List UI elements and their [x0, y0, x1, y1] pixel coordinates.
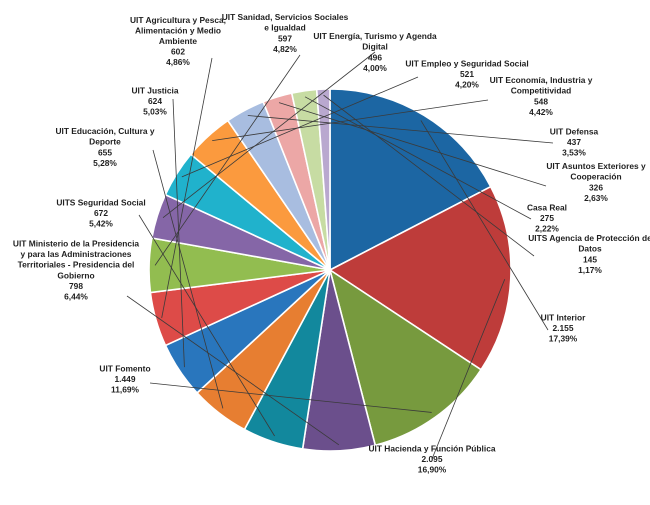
slice-name: UITS Agencia de Protección de [528, 233, 650, 243]
slice-percent: 4,00% [363, 63, 387, 73]
leader-line [278, 102, 547, 187]
leader-line [152, 149, 224, 409]
slice-percent: 4,20% [455, 80, 479, 90]
leader-line [420, 120, 549, 331]
slice-name: Deporte [89, 137, 121, 147]
slice-percent: 16,90% [418, 465, 447, 475]
pie-slice-uit-fomento [328, 268, 483, 447]
slice-percent: 2,63% [584, 193, 608, 203]
slice-percent: 1,17% [578, 265, 602, 275]
slice-label: UITS Agencia de Protección de Datos 145 1,1… [528, 233, 650, 275]
leader-line [247, 115, 554, 144]
slice-label: UIT Asuntos Exteriores y Cooperación 326 2,… [546, 161, 646, 203]
slice-value: 326 [589, 182, 603, 192]
slice-label: UIT Economía, Industria y Competitividad 5… [490, 75, 593, 117]
slice-name: Cooperación [570, 172, 621, 182]
pie-slices [148, 88, 512, 452]
pie-slice-uit-interior [329, 88, 492, 272]
leader-line [181, 76, 419, 178]
slice-value: 437 [567, 137, 581, 147]
slice-name: Competitividad [511, 86, 572, 96]
slice-label: UIT Interior 2.155 17,39% [541, 312, 586, 343]
slice-percent: 2,22% [535, 224, 559, 234]
slice-percent: 4,82% [273, 44, 297, 54]
slice-label: UIT Justicia 624 5,03% [131, 85, 178, 116]
slice-label: UIT Energía, Turismo y Agenda Digital 496 4… [313, 31, 437, 73]
slice-value: 672 [94, 208, 108, 218]
leader-lines [126, 51, 554, 460]
slice-value: 602 [171, 47, 185, 57]
leader-line [138, 214, 275, 437]
slice-label: Casa Real 275 2,22% [527, 202, 567, 233]
slice-value: 597 [278, 33, 292, 43]
leader-line [161, 57, 213, 319]
slice-label: UIT Hacienda y Función Pública 2.095 16,90… [368, 443, 495, 474]
slice-label: UIT Sanidad, Servicios Sociales e Igualda… [222, 12, 349, 54]
slice-name: UIT Interior [541, 312, 586, 322]
slice-name: UIT Asuntos Exteriores y [546, 161, 646, 171]
slice-name: UIT Fomento [99, 363, 150, 373]
leader-line [154, 54, 301, 266]
leader-line [162, 51, 376, 219]
slice-label: UITS Seguridad Social 672 5,42% [56, 197, 145, 228]
slice-value: 1.449 [115, 374, 136, 384]
slice-value: 624 [148, 96, 162, 106]
slice-value: 798 [69, 281, 83, 291]
slice-name: UIT Economía, Industria y [490, 75, 593, 85]
slice-value: 145 [583, 254, 597, 264]
slice-name: e Igualdad [264, 23, 305, 33]
slice-name: UIT Agricultura y Pesca, [130, 15, 226, 25]
slice-label: UIT Fomento 1.449 11,69% [99, 363, 150, 394]
slice-label: UIT Agricultura y Pesca, Alimentación y M… [130, 15, 226, 67]
slice-percent: 5,28% [93, 158, 117, 168]
slice-name: Digital [362, 42, 388, 52]
leader-line [304, 96, 532, 220]
slice-value: 275 [540, 213, 554, 223]
slice-label: UIT Ministerio de la Presidencia y para l… [13, 239, 139, 302]
slice-name: Casa Real [527, 202, 567, 212]
pie-slice-uits-agencia-de-proteccion-de-datos [315, 88, 331, 271]
slice-percent: 4,86% [166, 57, 190, 67]
slice-name: UIT Educación, Cultura y [55, 126, 154, 136]
slice-name: y para las Administraciones [21, 249, 132, 259]
slice-name: UIT Ministerio de la Presidencia [13, 239, 139, 249]
leader-line [431, 279, 506, 460]
slice-name: UIT Empleo y Seguridad Social [405, 58, 528, 68]
slice-percent: 17,39% [549, 334, 578, 344]
slice-value: 2.095 [422, 454, 443, 464]
pie-slice-uit-hacienda-y-funcion-publica [328, 185, 512, 371]
slice-value: 548 [534, 96, 548, 106]
slice-name: UITS Seguridad Social [56, 197, 145, 207]
slice-value: 2.155 [553, 323, 574, 333]
slice-name: UIT Hacienda y Función Pública [368, 443, 495, 453]
slice-name: Datos [578, 244, 602, 254]
slice-percent: 4,42% [529, 107, 553, 117]
slice-value: 521 [460, 69, 474, 79]
slice-percent: 11,69% [111, 385, 139, 395]
slice-name: Alimentación y Medio [135, 25, 221, 35]
slice-labels: UIT Interior 2.155 17,39% UIT Hacienda y Fu… [13, 12, 650, 475]
slice-label: UIT Defensa 437 3,53% [550, 126, 599, 157]
slice-percent: 3,53% [562, 148, 586, 158]
leader-line [149, 382, 432, 413]
slice-name: UIT Defensa [550, 126, 599, 136]
slice-value: 496 [368, 52, 382, 62]
leader-line [172, 98, 185, 368]
slice-name: Ambiente [159, 36, 198, 46]
slice-value: 655 [98, 147, 112, 157]
slice-name: UIT Sanidad, Servicios Sociales [222, 12, 349, 22]
slice-percent: 5,03% [143, 107, 167, 117]
leader-line [323, 94, 535, 257]
leader-line [212, 99, 489, 141]
slice-percent: 5,42% [89, 219, 113, 229]
slice-name: UIT Energía, Turismo y Agenda [313, 31, 437, 41]
slice-name: UIT Justicia [131, 85, 178, 95]
slice-name: Gobierno [57, 270, 94, 280]
leader-line [126, 295, 340, 446]
slice-label: UIT Educación, Cultura y Deporte 655 5,28% [55, 126, 154, 168]
slice-label: UIT Empleo y Seguridad Social 521 4,20% [405, 58, 528, 89]
slice-name: Territoriales - Presidencia del [18, 260, 135, 270]
slice-percent: 6,44% [64, 292, 88, 302]
